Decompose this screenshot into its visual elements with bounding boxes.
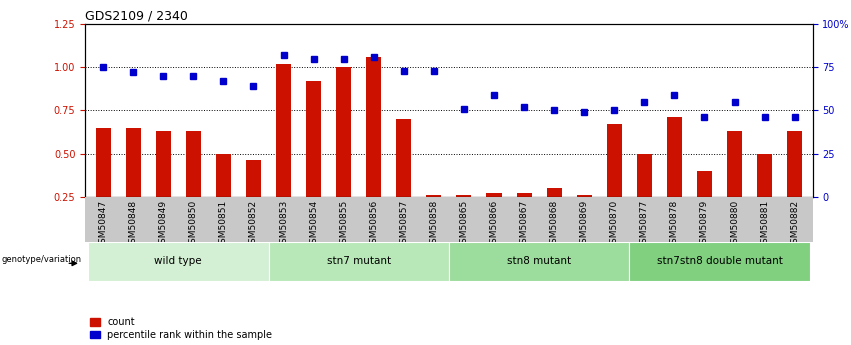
Text: GSM50857: GSM50857 bbox=[399, 200, 408, 249]
Bar bbox=[727, 131, 742, 240]
Text: GSM50848: GSM50848 bbox=[129, 200, 138, 249]
Bar bbox=[269, 241, 448, 281]
Text: GSM50869: GSM50869 bbox=[580, 200, 589, 249]
Bar bbox=[757, 154, 772, 240]
Bar bbox=[607, 124, 622, 240]
Text: GSM50867: GSM50867 bbox=[520, 200, 528, 249]
Text: GSM50851: GSM50851 bbox=[219, 200, 228, 249]
Text: GSM50868: GSM50868 bbox=[550, 200, 558, 249]
Bar bbox=[426, 195, 442, 240]
Bar bbox=[306, 81, 321, 240]
Bar bbox=[246, 160, 261, 240]
Text: GSM50877: GSM50877 bbox=[640, 200, 648, 249]
Bar bbox=[487, 193, 501, 240]
Bar bbox=[126, 128, 140, 240]
Bar bbox=[577, 195, 591, 240]
Bar bbox=[216, 154, 231, 240]
Bar bbox=[637, 154, 652, 240]
Text: GSM50854: GSM50854 bbox=[309, 200, 318, 249]
Text: GSM50849: GSM50849 bbox=[159, 200, 168, 249]
Bar bbox=[95, 128, 111, 240]
Text: GSM50870: GSM50870 bbox=[610, 200, 619, 249]
Legend: count, percentile rank within the sample: count, percentile rank within the sample bbox=[90, 317, 272, 340]
Text: GSM50855: GSM50855 bbox=[340, 200, 348, 249]
Bar bbox=[89, 241, 269, 281]
Bar bbox=[667, 117, 682, 240]
Text: GSM50858: GSM50858 bbox=[430, 200, 438, 249]
Bar bbox=[366, 57, 381, 240]
Text: GSM50882: GSM50882 bbox=[791, 200, 799, 249]
Text: stn8 mutant: stn8 mutant bbox=[507, 256, 571, 266]
Bar bbox=[787, 131, 802, 240]
Text: GSM50878: GSM50878 bbox=[670, 200, 679, 249]
Text: GSM50865: GSM50865 bbox=[460, 200, 468, 249]
Bar bbox=[448, 241, 629, 281]
Bar bbox=[156, 131, 171, 240]
Bar bbox=[517, 193, 532, 240]
Text: GSM50866: GSM50866 bbox=[489, 200, 499, 249]
Text: stn7 mutant: stn7 mutant bbox=[327, 256, 391, 266]
Bar bbox=[456, 195, 471, 240]
Text: genotype/variation: genotype/variation bbox=[2, 255, 82, 264]
Bar bbox=[186, 131, 201, 240]
Bar bbox=[276, 64, 291, 240]
Text: wild type: wild type bbox=[155, 256, 203, 266]
Text: GSM50880: GSM50880 bbox=[730, 200, 739, 249]
Text: GSM50847: GSM50847 bbox=[99, 200, 107, 249]
Text: GSM50852: GSM50852 bbox=[249, 200, 258, 249]
Text: stn7stn8 double mutant: stn7stn8 double mutant bbox=[657, 256, 782, 266]
Bar bbox=[697, 171, 712, 240]
Bar bbox=[629, 241, 809, 281]
Bar bbox=[336, 67, 351, 240]
Text: GSM50879: GSM50879 bbox=[700, 200, 709, 249]
Text: GDS2109 / 2340: GDS2109 / 2340 bbox=[85, 10, 188, 23]
Text: GSM50881: GSM50881 bbox=[760, 200, 769, 249]
Text: GSM50850: GSM50850 bbox=[189, 200, 197, 249]
Text: GSM50853: GSM50853 bbox=[279, 200, 288, 249]
Bar bbox=[546, 188, 562, 240]
Bar bbox=[397, 119, 411, 240]
Text: GSM50856: GSM50856 bbox=[369, 200, 378, 249]
